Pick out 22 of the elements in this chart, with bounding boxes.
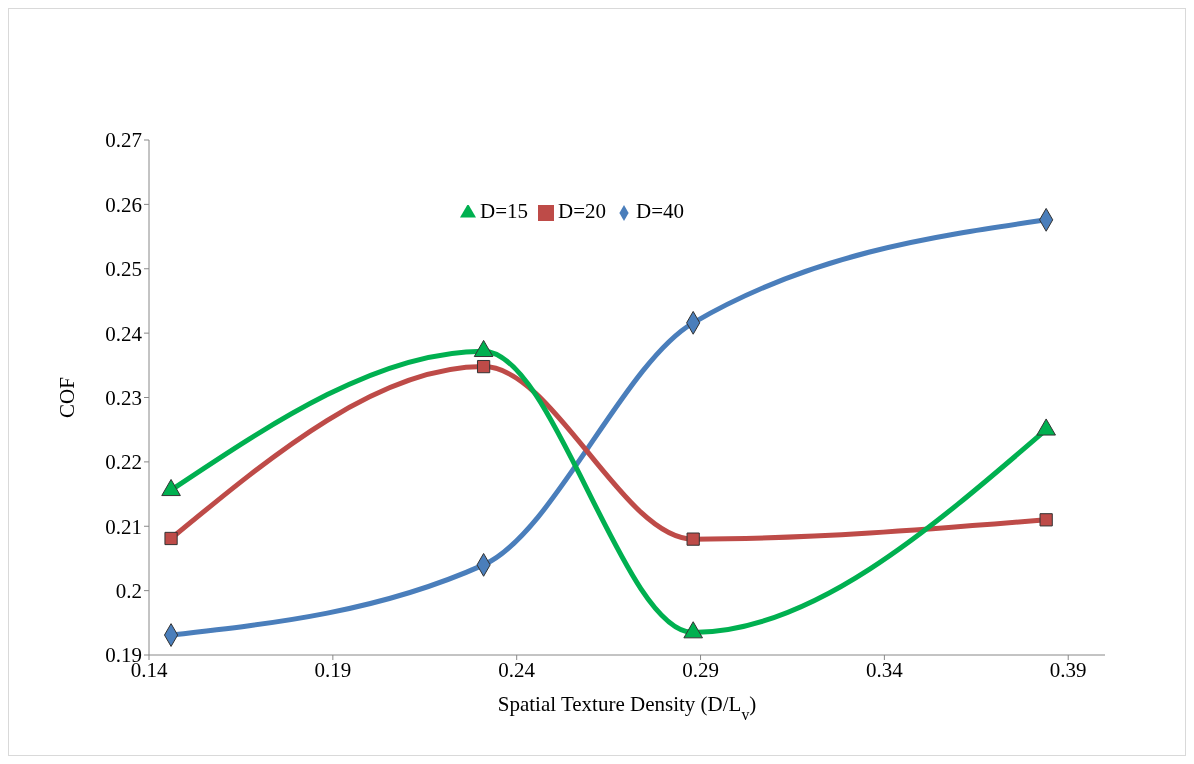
y-tick-label: 0.27 <box>105 128 142 153</box>
y-tick-label: 0.22 <box>105 450 142 475</box>
x-axis-title: Spatial Texture Density (D/L$_{v}$) <box>497 692 757 723</box>
y-tick-label: 0.21 <box>105 514 142 539</box>
y-tick-label: 0.23 <box>105 385 142 410</box>
y-tick-label: 0.24 <box>105 321 143 346</box>
point <box>476 359 491 374</box>
x-tick-label: 0.34 <box>866 657 904 682</box>
legend-label: D=20 <box>557 199 606 223</box>
legend-label: D=15 <box>479 199 528 223</box>
y-tick-label: 0.25 <box>105 257 142 282</box>
x-tick-label: 0.29 <box>682 657 719 682</box>
y-tick-label: 0.26 <box>105 192 142 217</box>
point <box>1039 513 1053 527</box>
x-tick-label: 0.24 <box>498 657 536 682</box>
point <box>164 531 178 546</box>
y-tick-label: 0.2 <box>115 579 142 604</box>
x-tick-label: 0.19 <box>314 657 352 682</box>
legend-label: D=40 <box>636 199 685 223</box>
x-tick-label: 0.39 <box>1049 657 1087 682</box>
point <box>686 532 700 546</box>
y-axis-title: COF <box>55 377 80 418</box>
